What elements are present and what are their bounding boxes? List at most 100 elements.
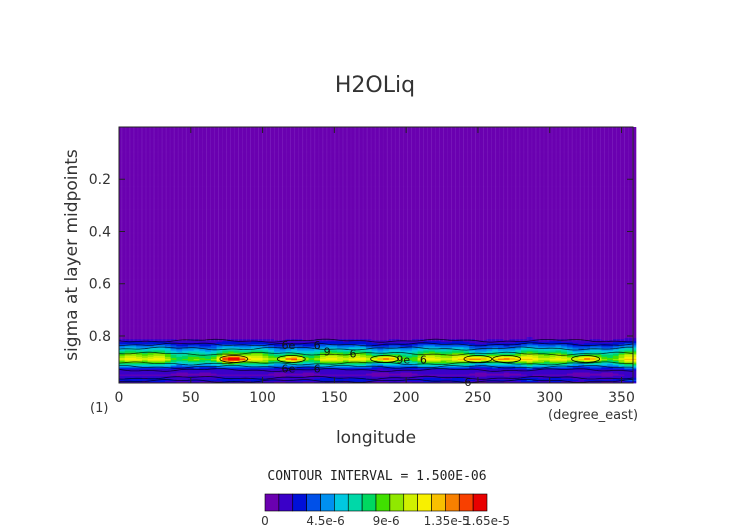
field-cell bbox=[170, 151, 177, 153]
field-cell bbox=[141, 247, 149, 249]
field-cell bbox=[176, 345, 183, 347]
field-cell bbox=[136, 354, 143, 357]
field-cell bbox=[130, 316, 137, 318]
field-cell bbox=[159, 229, 166, 231]
field-cell bbox=[159, 209, 166, 211]
field-cell bbox=[199, 167, 206, 170]
field-cell bbox=[182, 143, 189, 146]
field-cell bbox=[136, 202, 143, 204]
field-cell bbox=[164, 274, 172, 276]
field-cell bbox=[141, 223, 149, 225]
field-cell bbox=[170, 229, 177, 231]
field-cell bbox=[187, 306, 195, 309]
field-cell bbox=[136, 130, 143, 132]
field-cell bbox=[205, 140, 212, 143]
field-cell bbox=[136, 312, 143, 315]
field-cell bbox=[119, 167, 126, 170]
field-cell bbox=[182, 208, 189, 210]
field-cell bbox=[193, 362, 200, 364]
field-cell bbox=[193, 187, 200, 190]
field-cell bbox=[176, 128, 183, 130]
field-cell bbox=[119, 187, 126, 190]
field-cell bbox=[205, 165, 212, 168]
field-cell bbox=[159, 231, 166, 233]
field-cell bbox=[193, 350, 200, 353]
field-cell bbox=[199, 214, 206, 217]
field-cell bbox=[119, 342, 126, 344]
field-cell bbox=[164, 347, 172, 349]
field-cell bbox=[193, 127, 200, 129]
field-cell bbox=[199, 297, 206, 299]
field-cell bbox=[164, 326, 172, 329]
field-cell bbox=[136, 340, 143, 342]
field-cell bbox=[119, 180, 126, 182]
field-cell bbox=[141, 136, 149, 138]
field-cell bbox=[153, 167, 160, 170]
field-cell bbox=[205, 198, 212, 200]
field-cell bbox=[182, 241, 189, 244]
field-cell bbox=[119, 328, 126, 331]
field-cell bbox=[141, 273, 149, 275]
field-cell bbox=[147, 326, 154, 329]
field-cell bbox=[153, 245, 160, 247]
field-cell bbox=[187, 285, 195, 288]
field-cell bbox=[187, 222, 195, 224]
field-cell bbox=[205, 281, 212, 284]
field-cell bbox=[147, 363, 154, 365]
field-cell bbox=[153, 249, 160, 251]
field-cell bbox=[199, 224, 206, 226]
field-cell bbox=[124, 147, 131, 150]
field-cell bbox=[187, 301, 195, 303]
field-cell bbox=[170, 213, 177, 216]
field-cell bbox=[205, 182, 212, 184]
field-cell bbox=[205, 204, 212, 206]
field-cell bbox=[170, 316, 177, 318]
field-cell bbox=[130, 322, 137, 324]
field-cell bbox=[205, 245, 212, 247]
field-cell bbox=[136, 242, 143, 245]
field-cell bbox=[199, 319, 206, 321]
field-cell bbox=[119, 157, 126, 159]
field-cell bbox=[205, 252, 212, 254]
field-cell bbox=[193, 205, 200, 207]
field-cell bbox=[147, 260, 154, 263]
field-cell bbox=[164, 224, 172, 226]
field-cell bbox=[124, 264, 131, 267]
field-cell bbox=[164, 264, 172, 267]
field-cell bbox=[130, 227, 137, 229]
field-cell bbox=[141, 370, 149, 372]
field-cell bbox=[119, 145, 126, 148]
field-cell bbox=[147, 195, 154, 198]
field-cell bbox=[124, 315, 131, 317]
field-cell bbox=[141, 164, 149, 167]
field-cell bbox=[147, 322, 154, 324]
field-cell bbox=[164, 234, 172, 237]
field-cell bbox=[199, 185, 206, 187]
field-cell bbox=[199, 326, 206, 329]
field-cell bbox=[170, 178, 177, 180]
field-cell bbox=[147, 207, 154, 209]
field-cell bbox=[124, 232, 131, 234]
field-cell bbox=[136, 157, 143, 159]
field-cell bbox=[159, 276, 166, 278]
field-cell bbox=[176, 148, 183, 151]
field-cell bbox=[130, 207, 137, 209]
field-cell bbox=[119, 368, 126, 370]
field-cell bbox=[130, 248, 137, 250]
field-cell bbox=[141, 204, 149, 206]
field-cell bbox=[176, 376, 183, 379]
field-cell bbox=[147, 236, 154, 239]
field-cell bbox=[130, 323, 137, 325]
field-cell bbox=[187, 269, 195, 271]
field-cell bbox=[124, 278, 131, 280]
field-cell bbox=[205, 346, 212, 348]
field-cell bbox=[205, 159, 212, 161]
field-cell bbox=[182, 380, 189, 383]
field-cell bbox=[199, 345, 206, 347]
field-cell bbox=[199, 372, 206, 374]
field-cell bbox=[182, 165, 189, 168]
field-cell bbox=[170, 334, 177, 337]
field-cell bbox=[130, 256, 137, 259]
field-cell bbox=[159, 371, 166, 373]
field-cell bbox=[170, 189, 177, 192]
